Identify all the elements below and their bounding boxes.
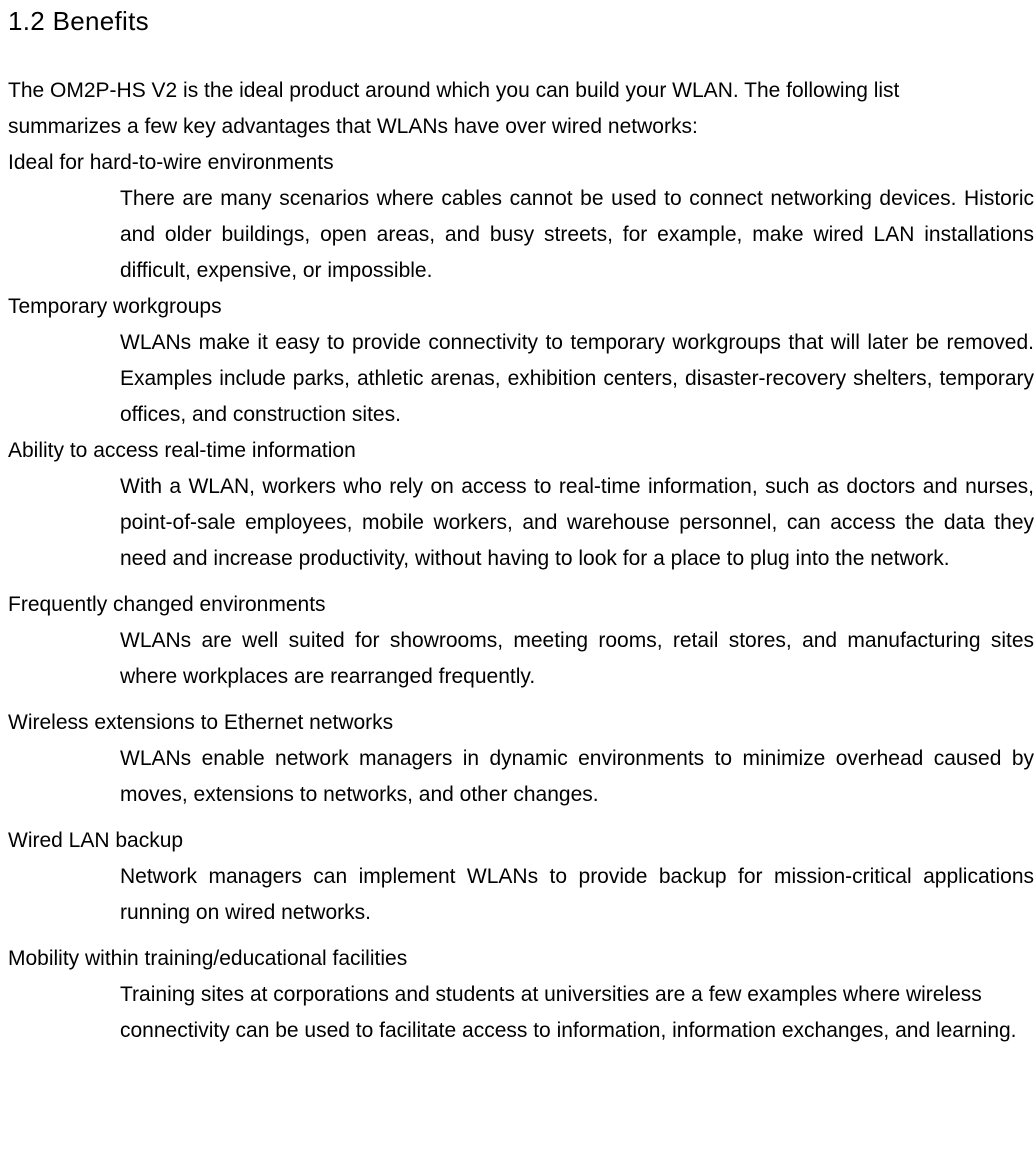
benefit-body: Network managers can implement WLANs to … <box>120 859 1034 931</box>
benefit-body: WLANs make it easy to provide connectivi… <box>120 325 1034 433</box>
benefit-title: Ability to access real-time information <box>8 433 1034 469</box>
benefit-body: There are many scenarios where cables ca… <box>120 181 1034 289</box>
spacer <box>8 577 1034 587</box>
spacer <box>8 813 1034 823</box>
spacer <box>8 931 1034 941</box>
benefit-title: Temporary workgroups <box>8 289 1034 325</box>
benefit-title: Mobility within training/educational fac… <box>8 941 1034 977</box>
spacer <box>8 695 1034 705</box>
benefit-title: Frequently changed environments <box>8 587 1034 623</box>
document-page: 1.2 Benefits The OM2P-HS V2 is the ideal… <box>0 0 1034 1089</box>
benefit-title: Wireless extensions to Ethernet networks <box>8 705 1034 741</box>
benefit-body: WLANs enable network managers in dynamic… <box>120 741 1034 813</box>
benefit-body: Training sites at corporations and stude… <box>120 977 1034 1049</box>
intro-line-1: The OM2P-HS V2 is the ideal product arou… <box>8 73 1034 109</box>
benefit-body: With a WLAN, workers who rely on access … <box>120 469 1034 577</box>
benefit-title: Ideal for hard-to-wire environments <box>8 145 1034 181</box>
benefit-body: WLANs are well suited for showrooms, mee… <box>120 623 1034 695</box>
section-heading: 1.2 Benefits <box>8 6 1034 37</box>
intro-line-2: summarizes a few key advantages that WLA… <box>8 109 1034 145</box>
benefit-title: Wired LAN backup <box>8 823 1034 859</box>
